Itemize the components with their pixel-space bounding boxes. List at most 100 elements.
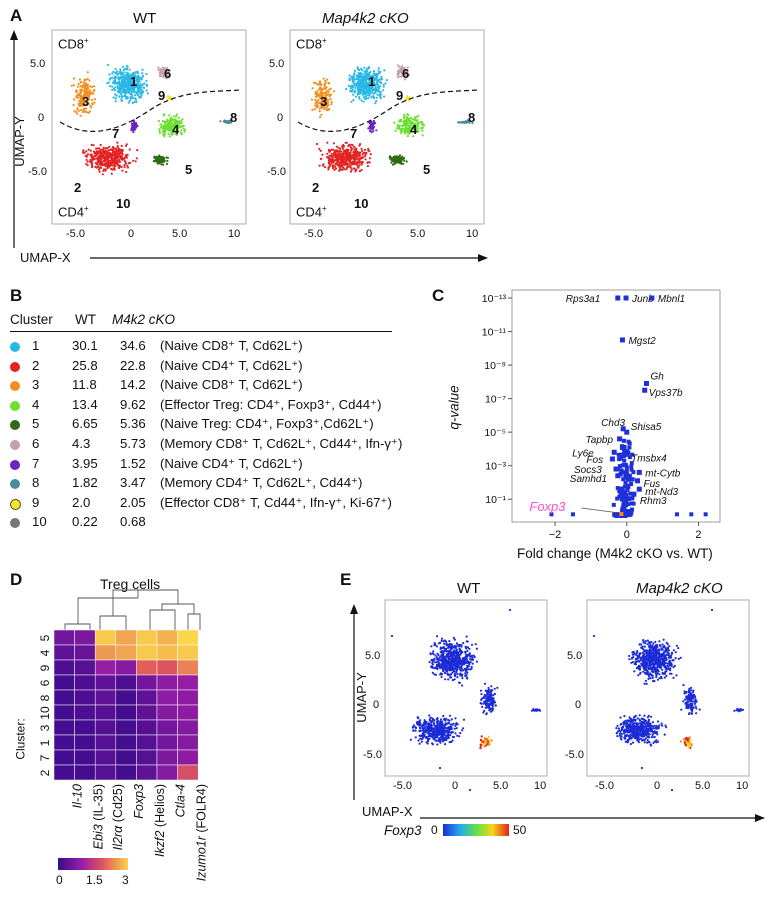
umap-point-cluster-1 (114, 93, 117, 96)
umap-point-cluster-1 (145, 73, 148, 76)
foxp3-umap-point (438, 731, 441, 734)
foxp3-umap-point (644, 650, 648, 653)
foxp3-umap-point (481, 705, 484, 709)
foxp3-umap-point (665, 670, 668, 673)
umap-point-cluster-2 (86, 164, 89, 167)
foxp3-umap-point (649, 743, 652, 746)
foxp3-umap-point (636, 660, 639, 663)
umap-point-cluster-1 (114, 89, 117, 92)
foxp3-umap-point (643, 653, 646, 656)
foxp3-umap-point (491, 694, 495, 697)
foxp3-umap-point (444, 743, 447, 746)
foxp3-umap-point (644, 655, 647, 658)
foxp3-umap-point (447, 644, 450, 647)
foxp3-umap-point (452, 650, 455, 653)
foxp3-umap-point (657, 670, 660, 673)
foxp3-umap-point (422, 728, 425, 732)
foxp3-umap-point (461, 729, 464, 732)
umap-point-cluster-1 (136, 91, 140, 94)
foxp3-umap-point (490, 703, 493, 706)
umap-point-cluster-1 (137, 75, 140, 78)
foxp3-umap-point (449, 655, 453, 658)
foxp3-umap-point (454, 717, 457, 720)
foxp3-umap-point (653, 724, 656, 727)
foxp3-umap-point (489, 697, 492, 701)
foxp3-umap-point (417, 739, 420, 742)
foxp3-umap-point (447, 678, 450, 681)
foxp3-umap-point (419, 729, 422, 733)
foxp3-umap-point (635, 653, 638, 656)
foxp3-high-point (484, 742, 487, 745)
foxp3-umap-point (494, 701, 497, 704)
foxp3-umap-point (462, 662, 465, 665)
umap-point-cluster-1 (126, 73, 129, 76)
foxp3-umap-point (485, 690, 488, 693)
panel-a-title-wt: WT (133, 10, 157, 27)
foxp3-umap-point (448, 663, 451, 666)
umap-point-cluster-1 (111, 85, 114, 88)
umap-point-cluster-1 (127, 85, 131, 88)
umap-point-cluster-1 (141, 74, 144, 77)
umap-point-cluster-1 (142, 86, 145, 89)
umap-point-cluster-1 (138, 89, 141, 92)
foxp3-umap-point (669, 654, 673, 657)
foxp3-umap-point (440, 650, 443, 654)
foxp3-umap-point (435, 665, 438, 669)
foxp3-umap-point (491, 709, 494, 712)
umap-point-cluster-1 (133, 100, 136, 103)
umap-point-cluster-1 (145, 79, 148, 82)
foxp3-umap-point (487, 690, 490, 693)
foxp3-umap-point (659, 666, 663, 670)
foxp3-umap-point (448, 666, 451, 669)
foxp3-high-point (481, 740, 485, 743)
foxp3-umap-point (645, 671, 649, 674)
foxp3-umap-point (430, 732, 433, 735)
umap-point-cluster-1 (117, 89, 120, 93)
umap-point-cluster-1 (120, 75, 123, 78)
umap-point-cluster-1 (120, 93, 123, 96)
umap-point-cluster-1 (114, 67, 117, 70)
umap-point-cluster-1 (122, 78, 125, 81)
foxp3-umap-point (472, 654, 475, 657)
foxp3-umap-point (455, 667, 458, 670)
foxp3-umap-point (669, 661, 672, 664)
umap-point-cluster-1 (129, 97, 132, 100)
foxp3-umap-point (440, 738, 443, 741)
foxp3-umap-point (453, 727, 456, 730)
foxp3-umap-point (423, 719, 426, 722)
foxp3-umap-point (462, 727, 465, 730)
umap-point-cluster-2 (86, 153, 89, 156)
umap-point-cluster-1 (121, 65, 125, 68)
foxp3-umap-point (653, 652, 657, 655)
umap-point-cluster-1 (136, 80, 139, 83)
foxp3-umap-point (435, 635, 439, 638)
umap-point-cluster-2 (90, 143, 93, 146)
umap-point-cluster-2 (123, 166, 126, 169)
foxp3-umap-point (646, 643, 649, 646)
foxp3-umap-point (637, 674, 640, 677)
foxp3-umap-point (429, 729, 432, 732)
foxp3-high-point (479, 738, 483, 742)
foxp3-umap-point (429, 653, 432, 656)
foxp3-umap-point (446, 731, 449, 734)
foxp3-umap-point (437, 654, 440, 657)
umap-point-cluster-1 (141, 90, 145, 93)
foxp3-umap-point (475, 647, 478, 650)
foxp3-umap-point (464, 645, 467, 649)
foxp3-umap-point (439, 740, 442, 743)
umap-point-cluster-1 (122, 71, 125, 74)
foxp3-high-point (487, 740, 490, 743)
foxp3-umap-point (445, 739, 448, 742)
foxp3-umap-point (434, 661, 437, 664)
foxp3-umap-point (444, 666, 447, 670)
foxp3-umap-point (641, 655, 644, 659)
umap-point-cluster-1 (114, 86, 117, 89)
foxp3-umap-point (453, 670, 456, 673)
umap-point-cluster-1 (122, 69, 126, 72)
foxp3-umap-point (432, 730, 435, 733)
foxp3-high-point (488, 742, 491, 745)
foxp3-umap-point (490, 688, 493, 692)
foxp3-umap-point (660, 647, 663, 650)
umap-point-cluster-2 (110, 172, 113, 175)
umap-point-cluster-1 (122, 91, 126, 94)
